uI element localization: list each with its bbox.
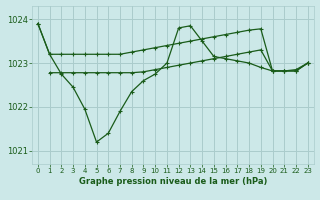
X-axis label: Graphe pression niveau de la mer (hPa): Graphe pression niveau de la mer (hPa) (79, 177, 267, 186)
